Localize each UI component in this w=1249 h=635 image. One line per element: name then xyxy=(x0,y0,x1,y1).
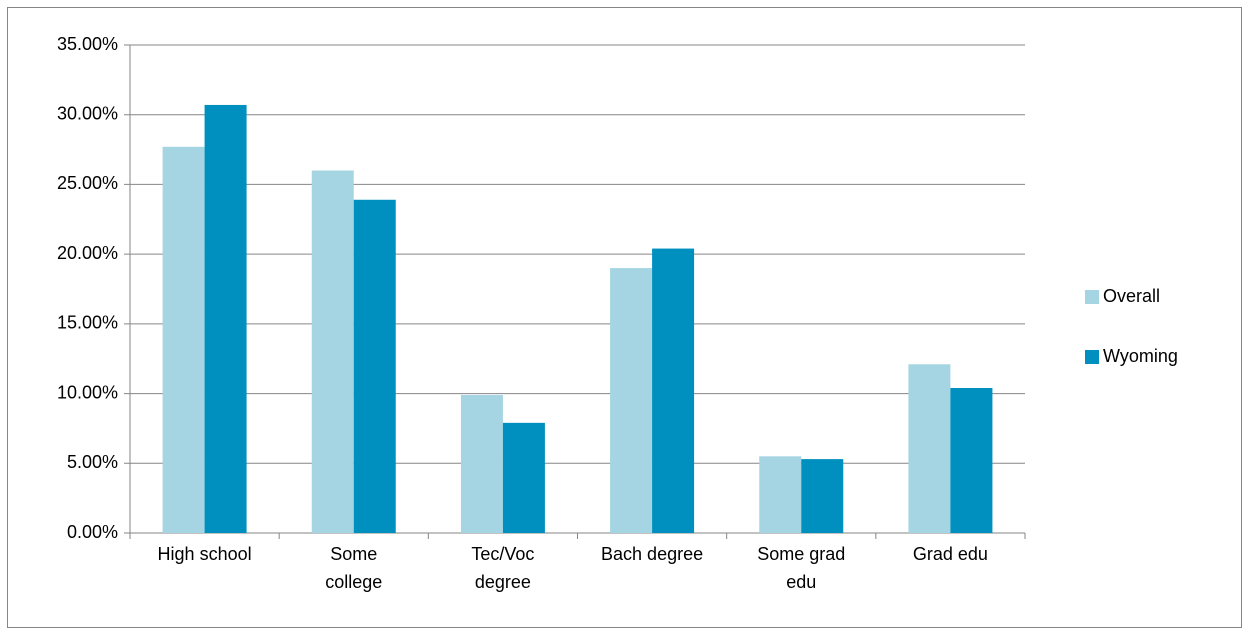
bar xyxy=(759,456,802,533)
bar xyxy=(610,268,653,533)
bar xyxy=(801,459,844,533)
bar xyxy=(162,146,205,534)
bar xyxy=(502,422,545,533)
y-tick-label: 15.00% xyxy=(57,313,118,333)
legend-swatch xyxy=(1085,290,1099,304)
y-tick-label: 20.00% xyxy=(57,243,118,263)
legend-swatch xyxy=(1085,350,1099,364)
bar xyxy=(950,387,993,533)
x-tick-label: High school xyxy=(158,544,252,564)
bar xyxy=(204,104,247,533)
x-tick-label: Some grad edu xyxy=(757,544,845,592)
bar xyxy=(353,199,396,533)
legend-label: Wyoming xyxy=(1103,346,1178,366)
y-tick-label: 30.00% xyxy=(57,103,118,123)
x-tick-label: Some college xyxy=(325,544,382,592)
y-tick-label: 25.00% xyxy=(57,173,118,193)
x-tick-label: Tec/Voc degree xyxy=(471,544,534,592)
y-tick-label: 10.00% xyxy=(57,382,118,402)
bar xyxy=(652,248,695,533)
y-tick-label: 0.00% xyxy=(67,522,118,542)
bar xyxy=(908,364,951,533)
y-tick-label: 5.00% xyxy=(67,452,118,472)
bar xyxy=(311,170,354,533)
x-tick-label: Grad edu xyxy=(913,544,988,564)
bar xyxy=(460,394,503,533)
legend-label: Overall xyxy=(1103,286,1160,306)
x-tick-label: Bach degree xyxy=(601,544,703,564)
y-tick-label: 35.00% xyxy=(57,34,118,54)
